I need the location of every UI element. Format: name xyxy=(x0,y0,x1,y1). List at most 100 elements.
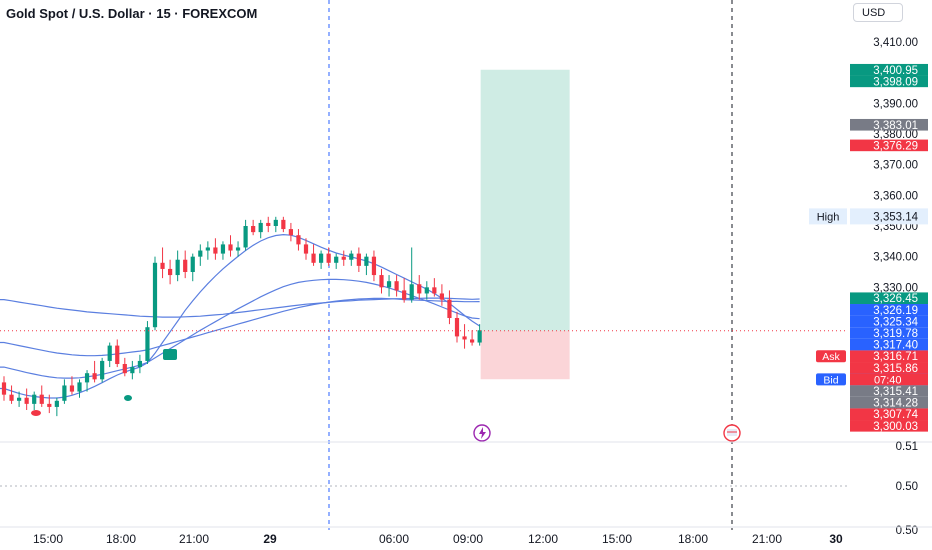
candle-body xyxy=(213,247,218,254)
candle-body xyxy=(115,345,120,364)
price-label-bg xyxy=(850,408,928,421)
trade-marker-icon xyxy=(163,349,177,360)
candle-body xyxy=(32,394,37,404)
candle-body xyxy=(69,385,75,392)
candle-body xyxy=(417,284,422,294)
high-value-bg xyxy=(850,208,928,225)
candle-body xyxy=(1,382,7,395)
price-label: 3,400.95 xyxy=(873,65,918,77)
x-tick-label: 21:00 xyxy=(179,532,209,546)
x-tick-label: 29 xyxy=(263,532,277,546)
y-tick-label: 3,330.00 xyxy=(873,282,918,294)
dividend-marker-icon xyxy=(31,410,41,416)
x-tick-label: 15:00 xyxy=(33,532,63,546)
price-label-bg xyxy=(850,327,928,339)
candle-body xyxy=(175,259,180,276)
candle-body xyxy=(77,382,82,392)
candle-body xyxy=(409,284,414,300)
candle-body xyxy=(17,397,22,401)
price-label-bg xyxy=(850,139,928,152)
price-label-bg xyxy=(850,420,928,432)
price-label-bg xyxy=(850,292,928,305)
symbol-title[interactable]: Gold Spot / U.S. Dollar · 15 · FOREXCOM xyxy=(6,6,258,21)
y-tick-label: 3,340.00 xyxy=(873,252,918,264)
candle-body xyxy=(379,275,384,288)
price-label: 3,398.09 xyxy=(873,76,918,88)
y-tick-label: 3,360.00 xyxy=(873,190,918,202)
candle-body xyxy=(168,268,173,276)
candle-body xyxy=(100,360,105,380)
price-label-bg xyxy=(850,350,928,363)
x-tick-label: 06:00 xyxy=(379,532,409,546)
candle-body xyxy=(394,281,399,291)
price-label-bg xyxy=(850,75,928,88)
candle-body xyxy=(470,339,475,343)
candle-body xyxy=(228,244,233,251)
position-zones xyxy=(480,69,570,380)
price-tag-bg xyxy=(816,373,846,386)
high-tag: High xyxy=(817,211,840,223)
y-tick-label: 3,390.00 xyxy=(873,98,918,110)
candle-body xyxy=(84,373,90,383)
indicator-axis: 0.51 0.50 0.50 xyxy=(896,441,918,537)
price-label: 3,307.74 xyxy=(873,409,918,421)
price-tag-bg xyxy=(816,350,846,363)
candle-body xyxy=(326,253,331,263)
x-tick-label: 18:00 xyxy=(106,532,136,546)
moving-average-line xyxy=(0,233,480,399)
candle-body xyxy=(296,235,301,245)
profit-zone xyxy=(480,69,570,331)
price-label: 3,383.01 xyxy=(873,120,918,132)
x-tick-label: 18:00 xyxy=(678,532,708,546)
moving-average-line xyxy=(0,297,480,357)
candle-body xyxy=(432,287,437,294)
candle-body xyxy=(288,229,293,236)
candle-body xyxy=(220,244,226,254)
candle-body xyxy=(62,385,67,401)
candle-body xyxy=(386,281,392,288)
currency-selector[interactable]: USD xyxy=(853,3,903,22)
indicator-tick-label: 0.51 xyxy=(896,441,918,453)
price-label-bg xyxy=(850,304,928,316)
moving-averages xyxy=(0,233,480,399)
candle-body xyxy=(371,256,377,276)
price-labels: High 3,353.14 3,400.953,398.09 3,383.01 3,37… xyxy=(809,63,928,433)
candle-body xyxy=(152,262,158,328)
indicator-tick-label: 0.50 xyxy=(896,525,918,537)
loss-zone xyxy=(480,330,570,380)
price-label-bg xyxy=(850,63,928,76)
price-label-bg xyxy=(850,362,928,374)
candle-body xyxy=(107,345,112,361)
price-label-bg xyxy=(850,338,928,351)
candle-body xyxy=(205,247,210,251)
candle-body xyxy=(349,253,354,260)
chart-markers xyxy=(31,349,741,442)
candle-body xyxy=(145,327,150,361)
price-label-bg xyxy=(850,385,928,397)
indicator-tick-label: 0.50 xyxy=(896,481,918,493)
price-label: 3,317.40 xyxy=(873,340,918,352)
high-tag-bg xyxy=(809,208,847,225)
x-tick-label: 30 xyxy=(829,532,843,546)
candle-body xyxy=(130,367,135,374)
high-value-label: 3,353.14 xyxy=(873,211,918,223)
price-label: 3,326.19 xyxy=(873,305,918,317)
price-label: 3,315.86 xyxy=(873,363,918,375)
moving-average-line xyxy=(0,278,480,379)
candle-body xyxy=(235,247,241,251)
price-label: 3,325.34 xyxy=(873,316,918,328)
candle-body xyxy=(462,336,467,340)
price-label: 3,376.29 xyxy=(873,140,918,152)
candle-body xyxy=(122,364,127,374)
candle-body xyxy=(39,394,44,404)
candles xyxy=(1,216,482,417)
candle-body xyxy=(266,222,271,226)
candle-body xyxy=(402,290,407,300)
y-tick-label: 3,380.00 xyxy=(873,129,918,141)
x-tick-label: 21:00 xyxy=(752,532,782,546)
price-label-bg xyxy=(850,315,928,328)
candle-body xyxy=(311,253,316,263)
time-axis[interactable]: 15:00 18:00 21:00 29 06:00 09:00 12:00 15:00 18:… xyxy=(0,526,932,546)
candle-body xyxy=(424,287,429,294)
